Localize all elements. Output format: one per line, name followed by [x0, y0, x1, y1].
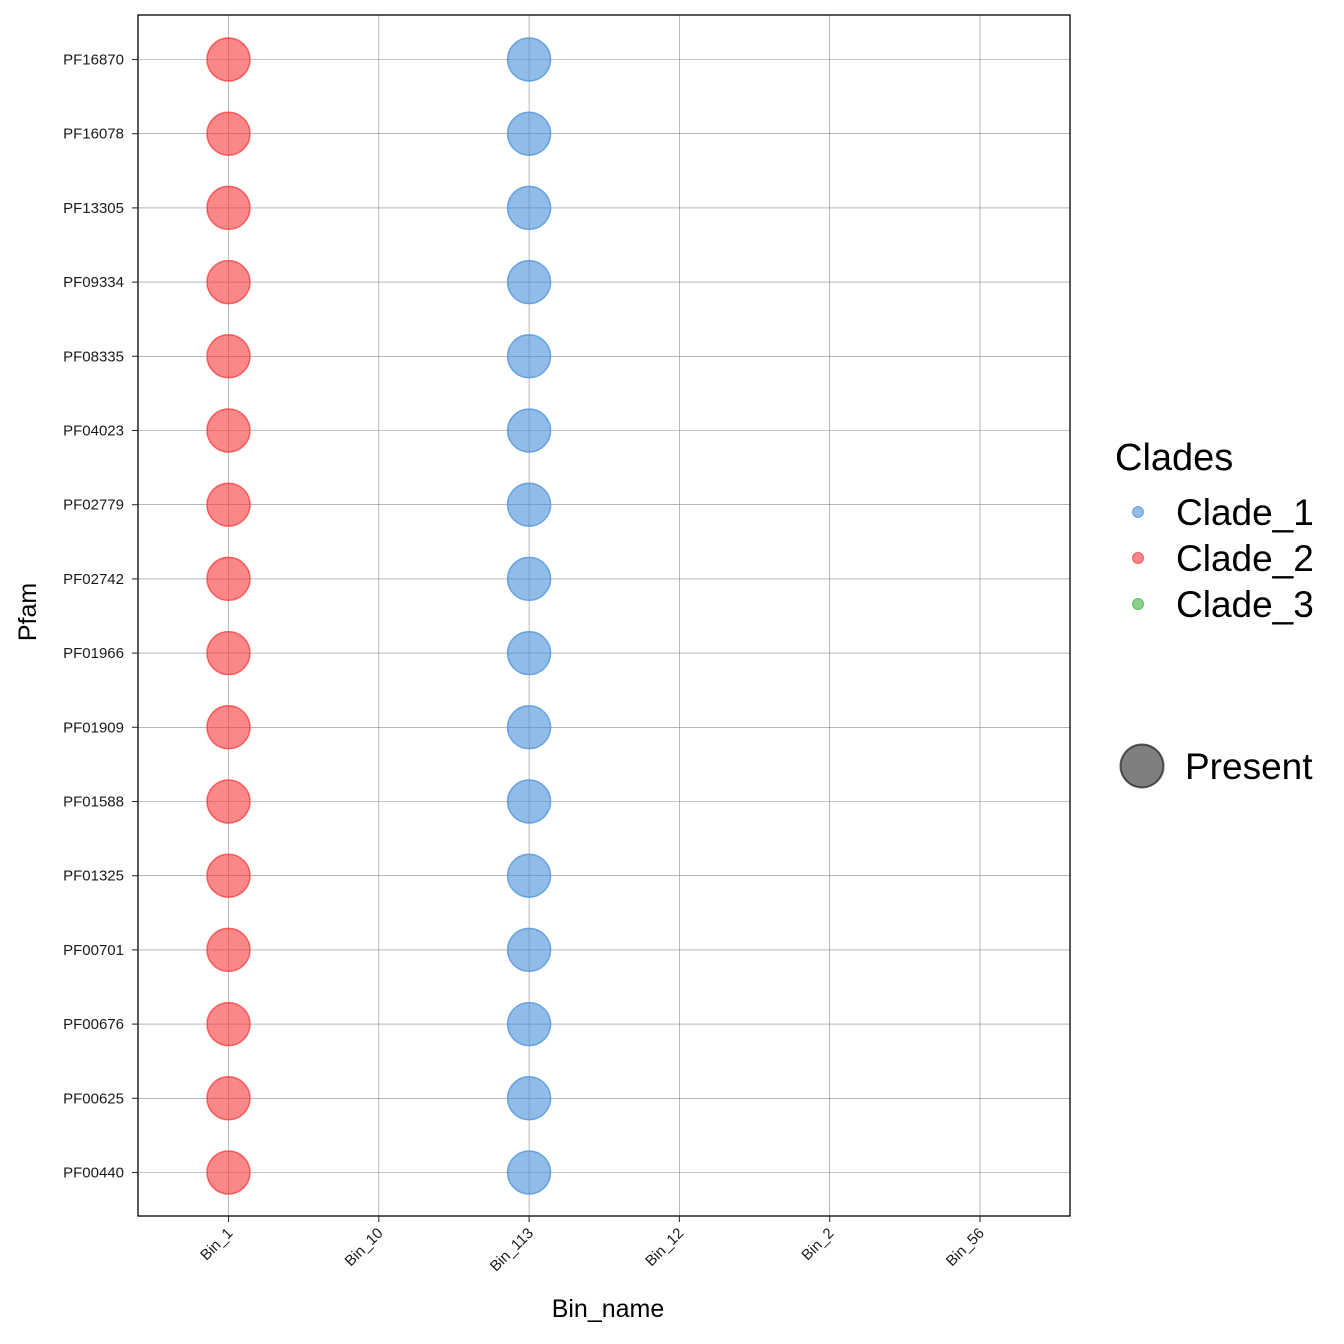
data-point-clade-1 [506, 334, 552, 379]
data-point-clade-2 [206, 705, 251, 750]
y-tick-label: PF16870 [63, 52, 124, 69]
grid-lines [138, 15, 1070, 1216]
data-point-clade-2 [206, 259, 251, 305]
data-point-clade-1 [506, 1076, 552, 1121]
data-point-clade-1 [506, 1150, 552, 1195]
y-tick-label: PF04023 [63, 423, 124, 440]
data-point-clade-1 [506, 705, 552, 750]
data-point-clade-2 [206, 37, 251, 82]
legend: Clades Clade_1 Clade_2 Clade_3 Present [1115, 437, 1314, 789]
y-tick-label: PF13305 [63, 200, 124, 217]
data-point-clade-2 [206, 853, 251, 898]
y-tick-label: PF01588 [63, 794, 124, 811]
data-point-clade-2 [206, 1076, 251, 1121]
y-tick-label: PF00440 [63, 1165, 124, 1182]
data-point-clade-1 [506, 111, 552, 156]
y-tick-label: PF00701 [63, 942, 124, 959]
data-point-clade-2 [206, 779, 251, 824]
y-tick-label: PF09334 [63, 274, 124, 291]
y-tick-label: PF01966 [63, 645, 124, 662]
legend-label: Clade_1 [1176, 492, 1314, 533]
data-point-clade-2 [206, 408, 251, 453]
legend-label: Clade_2 [1176, 538, 1314, 579]
data-point-clade-1 [506, 779, 552, 824]
data-point-clade-2 [206, 1150, 251, 1195]
data-point-clade-2 [206, 185, 251, 231]
data-point-clade-2 [206, 927, 251, 973]
data-point-clade-1 [506, 853, 552, 898]
data-point-clade-1 [506, 259, 552, 305]
data-point-clade-2 [206, 111, 251, 156]
y-tick-label: PF02779 [63, 497, 124, 514]
legend-key-clade-2 [1132, 552, 1144, 564]
legend-size-label: Present [1185, 746, 1313, 787]
legend-size-entry: Present [1119, 743, 1313, 789]
data-point-clade-1 [506, 185, 552, 231]
plot-panel-border [137, 14, 1071, 1217]
data-point-clade-2 [206, 334, 251, 379]
legend-label: Clade_3 [1176, 584, 1314, 625]
legend-size-key [1119, 743, 1165, 789]
data-point-clade-1 [506, 408, 552, 453]
y-tick-label: PF01325 [63, 868, 124, 885]
data-point-clade-1 [506, 927, 552, 973]
data-point-clade-1 [506, 630, 552, 676]
x-axis-title: Bin_name [552, 1295, 665, 1323]
legend-key-clade-3 [1132, 598, 1144, 610]
y-axis-title: Pfam [14, 583, 42, 641]
y-axis: PF16870 PF16078 PF13305 PF09334 PF08335 PF040… [63, 52, 138, 1182]
y-tick-label: PF08335 [63, 348, 124, 365]
y-tick-label: PF01909 [63, 719, 124, 736]
y-tick-label: PF16078 [63, 126, 124, 143]
y-tick-label: PF02742 [63, 571, 124, 588]
y-tick-label: PF00676 [63, 1016, 124, 1033]
y-tick-label: PF00625 [63, 1090, 124, 1107]
legend-key-clade-1 [1132, 506, 1144, 518]
data-point-clade-1 [506, 556, 552, 602]
data-point-clade-2 [206, 1001, 251, 1047]
data-point-clade-1 [506, 37, 552, 82]
data-point-clade-2 [206, 482, 251, 527]
data-point-clade-2 [206, 556, 251, 602]
data-point-clade-1 [506, 482, 552, 527]
data-point-clade-2 [206, 630, 251, 676]
data-points [206, 37, 552, 1195]
data-point-clade-1 [506, 1001, 552, 1047]
legend-color-entries: Clade_1 Clade_2 Clade_3 [1132, 492, 1314, 625]
legend-title: Clades [1115, 437, 1233, 479]
